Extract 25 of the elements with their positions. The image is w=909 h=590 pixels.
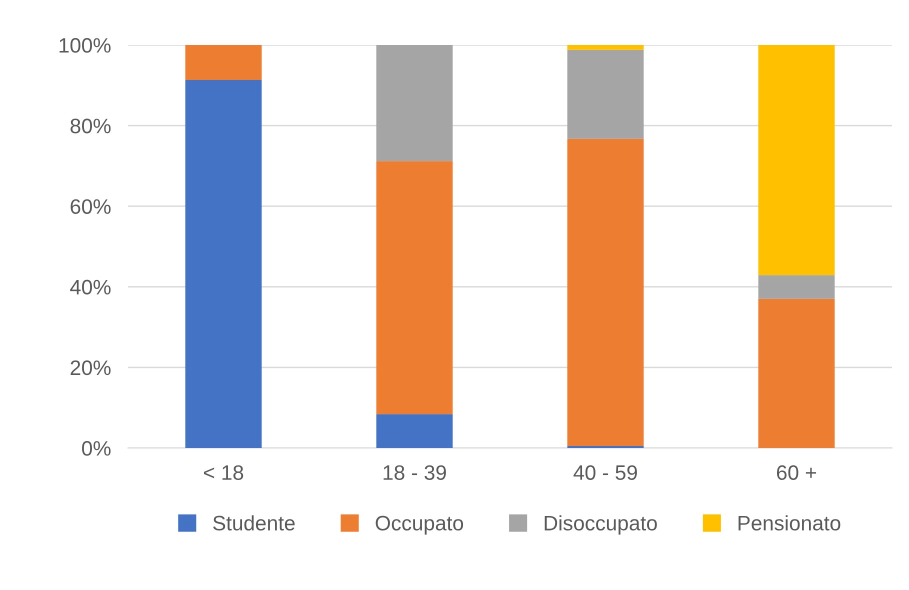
bar [567, 50, 644, 139]
y-tick-label: 20% [70, 360, 111, 376]
bar [758, 45, 835, 276]
y-tick-label: 100% [60, 38, 111, 53]
bar [758, 298, 835, 448]
x-tick-label: 40 - 59 [574, 465, 637, 480]
legend-label: Occupato [376, 516, 464, 535]
legend-label: Disoccupato [544, 515, 657, 535]
legend-label: Pensionato [738, 515, 840, 531]
y-tick-label: 80% [70, 118, 111, 134]
bar [758, 275, 835, 299]
bar [376, 45, 453, 162]
bar [567, 138, 644, 446]
bar [376, 161, 453, 414]
legend-label: Studente [213, 515, 295, 531]
y-tick-label: 60% [70, 199, 111, 214]
bar [185, 45, 262, 80]
bar [376, 414, 453, 448]
x-tick-label: 60 + [776, 465, 816, 480]
x-tick-label: < 18 [204, 465, 244, 480]
bar [567, 45, 644, 50]
bar [185, 80, 262, 448]
y-tick-label: 0% [82, 441, 111, 456]
y-tick-label: 40% [70, 280, 111, 295]
x-tick-label: 18 - 39 [384, 465, 446, 480]
